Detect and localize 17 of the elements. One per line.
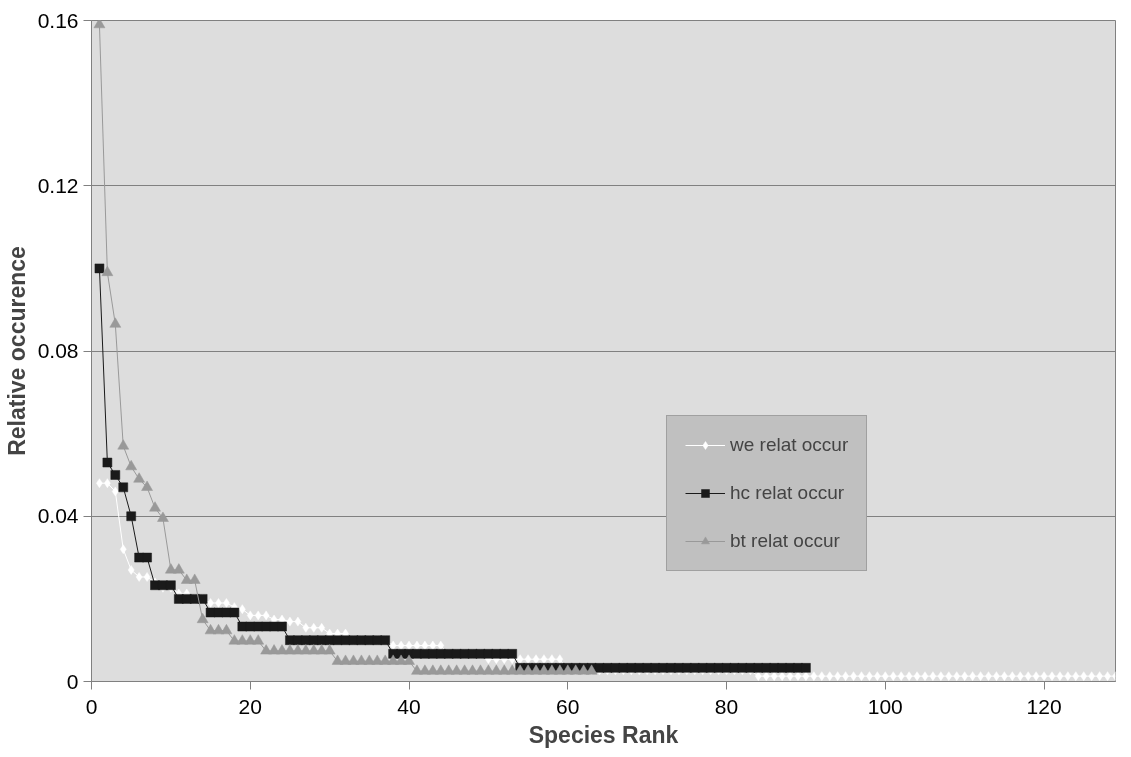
y-tick-label: 0.04: [37, 504, 79, 528]
x-axis-title: Species Rank: [528, 721, 679, 748]
y-tick-label: 0.12: [37, 173, 79, 197]
y-tick-label: 0: [66, 669, 79, 693]
x-tick-label: 20: [238, 694, 262, 718]
legend-label: bt relat occur: [730, 530, 840, 552]
x-tick-label: 40: [397, 694, 421, 718]
y-tick-label: 0.16: [37, 8, 79, 32]
legend-label: hc relat occur: [730, 482, 845, 504]
x-tick-label: 60: [556, 694, 580, 718]
x-tick-label: 80: [714, 694, 739, 718]
x-tick-label: 0: [85, 694, 98, 718]
y-axis-title: Relative occurence: [3, 246, 30, 456]
legend-label: we relat occur: [730, 434, 849, 456]
x-tick-label: 120: [1026, 694, 1062, 718]
x-tick-label: 100: [867, 694, 903, 718]
y-tick-label: 0.08: [37, 339, 79, 362]
